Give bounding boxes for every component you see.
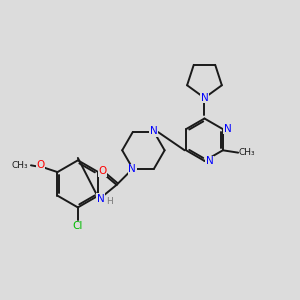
Text: CH₃: CH₃ [238,148,255,157]
Text: O: O [37,160,45,170]
Text: N: N [150,126,157,136]
Text: N: N [201,93,208,103]
Text: Cl: Cl [73,221,83,231]
Text: N: N [206,157,213,166]
Text: N: N [128,164,136,174]
Text: CH₃: CH₃ [11,161,28,170]
Text: O: O [98,166,106,176]
Text: N: N [97,194,104,204]
Text: H: H [106,197,113,206]
Text: N: N [224,124,232,134]
